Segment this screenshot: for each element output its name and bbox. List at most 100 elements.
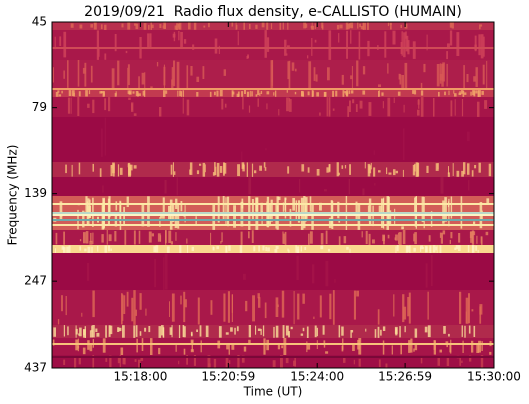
spectrum-streak xyxy=(70,97,72,114)
spectrum-streak xyxy=(188,22,191,30)
spectrum-band xyxy=(52,90,494,97)
spectrum-streak xyxy=(180,201,183,212)
spectrum-streak xyxy=(297,200,301,223)
spectrum-streak xyxy=(341,345,344,352)
spectrum-streak xyxy=(241,162,245,169)
spectrum-streak xyxy=(162,25,164,29)
spectrum-streak xyxy=(407,297,410,317)
spectrum-streak xyxy=(184,299,187,308)
spectrum-streak xyxy=(257,293,260,299)
spectrum-streak xyxy=(92,355,95,368)
spectrum-streak xyxy=(144,327,147,332)
spectrum-streak xyxy=(131,297,134,322)
spectrum-streak xyxy=(302,327,305,332)
spectrum-streak xyxy=(412,90,415,94)
spectrum-streak xyxy=(399,232,402,245)
y-tick-label: 247 xyxy=(24,274,47,288)
spectrum-streak xyxy=(420,97,424,117)
spectrum-streak xyxy=(78,162,81,175)
spectrum-streak xyxy=(404,23,408,29)
spectrum-streak xyxy=(88,90,91,95)
spectrum-streak xyxy=(450,196,453,219)
spectrum-streak xyxy=(384,31,387,58)
spectrum-streak xyxy=(396,245,399,252)
spectrum-streak xyxy=(83,232,86,244)
spectrum-streak xyxy=(399,326,401,338)
spectrum-streak xyxy=(473,221,476,226)
spectrum-streak xyxy=(246,56,249,59)
spectrum-streak xyxy=(166,246,170,253)
spectrum-streak xyxy=(341,326,344,336)
spectrum-streak xyxy=(150,86,153,90)
spectrum-streak xyxy=(100,91,104,94)
spectrum-streak xyxy=(55,92,59,97)
spectrum-line xyxy=(52,343,494,345)
spectrum-streak xyxy=(271,64,273,86)
spectrum-streak xyxy=(104,98,107,111)
spectrum-streak xyxy=(257,98,259,107)
spectrum-streak xyxy=(454,93,457,97)
spectrum-streak xyxy=(209,91,212,97)
spectrum-streak xyxy=(456,170,460,177)
spectrum-streak xyxy=(100,24,103,30)
spectrum-streak xyxy=(398,232,400,245)
spectrum-streak xyxy=(159,217,161,227)
spectrum-streak xyxy=(117,164,120,177)
spectrum-streak xyxy=(208,22,210,28)
spectrum-streak xyxy=(414,196,417,227)
spectrum-streak xyxy=(124,230,127,245)
spectrum-streak xyxy=(347,106,349,117)
spectrum-streak xyxy=(455,245,459,250)
spectrum-streak xyxy=(214,162,216,176)
spectrum-streak xyxy=(63,359,66,365)
spectrum-streak xyxy=(344,91,346,94)
spectrum-streak xyxy=(104,117,107,156)
spectrum-streak xyxy=(104,245,108,253)
spectrum-streak xyxy=(246,91,250,97)
spectrum-streak xyxy=(147,33,150,49)
spectrum-streak xyxy=(426,165,429,173)
spectrum-streak xyxy=(433,340,436,355)
spectrum-streak xyxy=(408,340,411,353)
spectrum-streak xyxy=(307,55,309,59)
spectrum-streak xyxy=(79,239,82,242)
spectrum-streak xyxy=(52,67,54,83)
spectrum-line xyxy=(52,356,494,358)
spectrum-streak xyxy=(163,22,166,29)
spectrum-streak xyxy=(196,170,200,175)
spectrum-streak xyxy=(68,245,71,253)
spectrum-streak xyxy=(461,99,464,117)
spectrum-streak xyxy=(264,30,267,58)
spectrum-streak xyxy=(397,91,401,96)
spectrum-streak xyxy=(448,90,450,96)
spectrum-streak xyxy=(391,345,393,355)
spectrum-streak xyxy=(468,293,470,324)
spectrum-streak xyxy=(344,165,347,169)
spectrum-streak xyxy=(237,164,240,177)
spectrum-streak xyxy=(338,33,340,43)
spectrum-streak xyxy=(284,198,287,219)
spectrum-streak xyxy=(454,247,457,250)
spectrum-streak xyxy=(388,172,392,175)
spectrum-streak xyxy=(287,45,290,49)
spectrum-streak xyxy=(239,245,243,253)
spectrum-streak xyxy=(249,90,251,97)
spectrum-streak xyxy=(321,25,324,30)
spectrum-streak xyxy=(79,327,82,337)
spectrum-streak xyxy=(474,35,477,52)
spectrum-streak xyxy=(353,290,356,320)
spectrum-streak xyxy=(231,90,234,97)
spectrum-streak xyxy=(287,22,289,30)
spectrum-streak xyxy=(324,91,327,97)
spectrum-streak xyxy=(320,233,324,245)
spectrum-streak xyxy=(246,162,248,177)
spectrum-streak xyxy=(102,338,106,353)
spectrum-streak xyxy=(78,356,81,365)
spectrum-streak xyxy=(470,231,473,243)
spectrum-streak xyxy=(183,326,186,338)
spectrum-streak xyxy=(216,90,219,97)
spectrum-streak xyxy=(393,169,396,176)
spectrum-streak xyxy=(57,319,60,325)
spectrum-streak xyxy=(142,90,145,96)
spectrum-band xyxy=(52,290,494,325)
